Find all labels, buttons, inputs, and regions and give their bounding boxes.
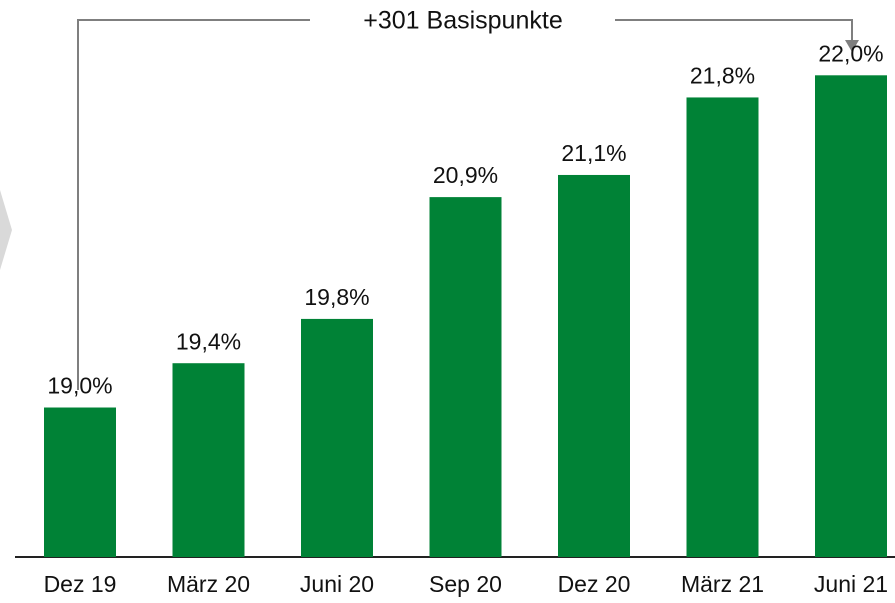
x-tick-label: März 21 xyxy=(681,571,764,597)
x-tick-label: Juni 20 xyxy=(300,571,374,597)
chevron xyxy=(0,190,12,270)
annotation: +301 Basispunkte xyxy=(363,7,562,35)
value-label: 20,9% xyxy=(433,162,498,188)
value-label: 21,8% xyxy=(690,63,755,89)
value-label: 19,0% xyxy=(47,373,112,399)
value-label: 19,4% xyxy=(176,328,241,354)
value-label: 22,0% xyxy=(818,40,883,66)
bar xyxy=(172,363,245,557)
value-label: 21,1% xyxy=(561,140,626,166)
bar xyxy=(558,174,630,557)
bar xyxy=(686,97,759,557)
x-tick-label: Sep 20 xyxy=(429,571,502,597)
x-tick-label: Juni 21 xyxy=(814,571,888,597)
bracket xyxy=(77,19,853,390)
x-tick-label: März 20 xyxy=(167,571,250,597)
bar xyxy=(815,75,887,557)
bar xyxy=(429,197,502,557)
value-label: 19,8% xyxy=(304,284,369,310)
x-tick-label: Dez 20 xyxy=(558,571,631,597)
bar xyxy=(301,318,373,557)
x-tick-label: Dez 19 xyxy=(44,571,117,597)
bar xyxy=(44,407,116,557)
arrow-head xyxy=(845,40,859,52)
